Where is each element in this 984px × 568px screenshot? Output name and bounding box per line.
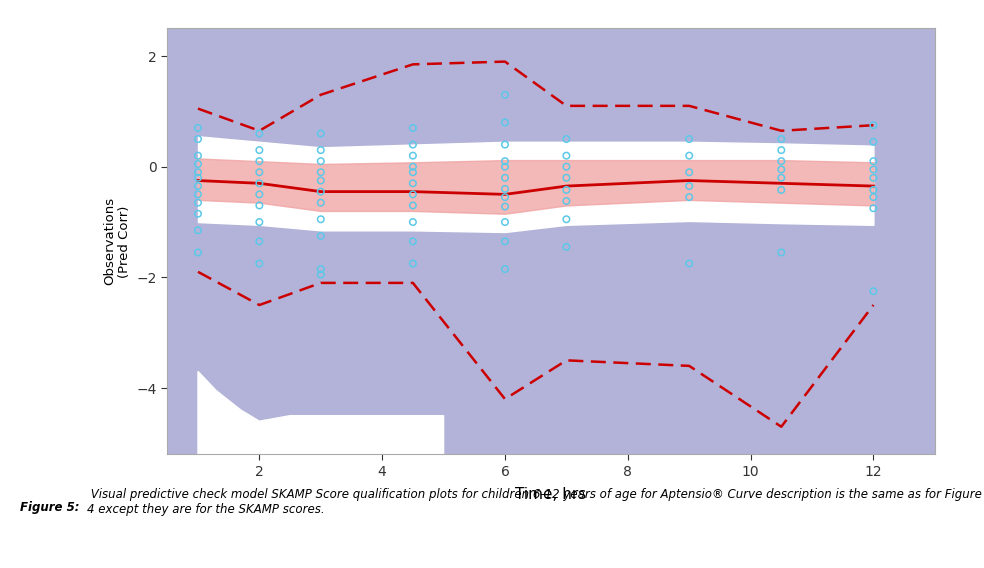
Point [190,198,206,207]
Point [497,193,513,202]
Point [866,193,882,202]
Point [252,201,268,210]
Point [773,165,789,174]
Point [313,145,329,154]
Point [405,190,421,199]
Point [497,118,513,127]
Point [190,226,206,235]
Point [313,231,329,240]
X-axis label: Time, hrs: Time, hrs [516,487,586,502]
Point [313,198,329,207]
Point [405,179,421,188]
Point [497,157,513,166]
Point [252,168,268,177]
Point [252,237,268,246]
Point [866,204,882,213]
Point [866,120,882,130]
Point [497,218,513,227]
Point [773,157,789,166]
Point [190,135,206,144]
Point [313,168,329,177]
Point [497,265,513,274]
Point [866,287,882,296]
Point [773,185,789,194]
Point [773,173,789,182]
Point [252,129,268,138]
Point [866,185,882,194]
Point [313,176,329,185]
Point [190,182,206,191]
Point [559,197,575,206]
Point [313,265,329,274]
Point [252,218,268,227]
Point [405,151,421,160]
Point [190,248,206,257]
Point [681,151,697,160]
Point [497,140,513,149]
Point [559,185,575,194]
Point [252,145,268,154]
Point [405,218,421,227]
Point [559,151,575,160]
Point [681,182,697,191]
Point [190,151,206,160]
Point [313,187,329,196]
Point [559,135,575,144]
Point [866,173,882,182]
Point [405,237,421,246]
Point [681,193,697,202]
Point [559,243,575,252]
Point [681,168,697,177]
Y-axis label: Observations
(Pred Corr): Observations (Pred Corr) [103,197,131,286]
Point [497,90,513,99]
Point [405,168,421,177]
Point [190,173,206,182]
Point [190,209,206,218]
Point [866,137,882,147]
Point [866,165,882,174]
Point [681,135,697,144]
Point [252,179,268,188]
Point [190,160,206,169]
Point [559,173,575,182]
Point [773,145,789,154]
Point [773,135,789,144]
Text: Visual predictive check model SKAMP Score qualification plots for children 6-12 : Visual predictive check model SKAMP Scor… [87,488,981,516]
Point [681,259,697,268]
Point [190,123,206,132]
Polygon shape [198,371,444,454]
Point [313,270,329,279]
Point [190,190,206,199]
Point [252,190,268,199]
Point [313,157,329,166]
Point [866,157,882,166]
Point [252,259,268,268]
Point [773,248,789,257]
Point [405,140,421,149]
Point [405,259,421,268]
Point [190,168,206,177]
Point [559,162,575,172]
Point [497,202,513,211]
Point [497,237,513,246]
Point [313,215,329,224]
Point [313,129,329,138]
Point [497,173,513,182]
Text: Figure 5:: Figure 5: [20,501,79,514]
Point [559,215,575,224]
Point [252,157,268,166]
Point [497,184,513,193]
Point [405,201,421,210]
Point [405,162,421,172]
Point [405,123,421,132]
Point [497,162,513,172]
